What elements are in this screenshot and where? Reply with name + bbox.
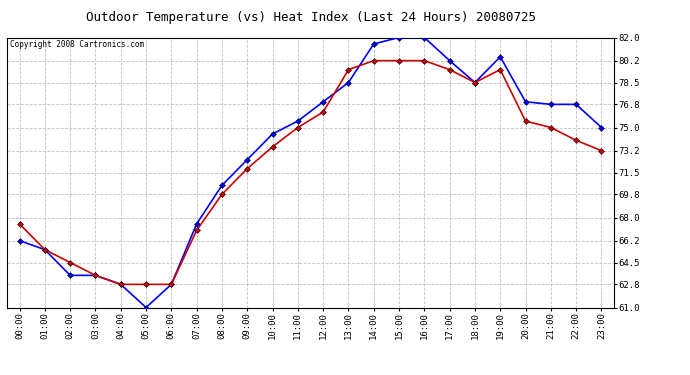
Text: Copyright 2008 Cartronics.com: Copyright 2008 Cartronics.com (10, 40, 144, 49)
Text: Outdoor Temperature (vs) Heat Index (Last 24 Hours) 20080725: Outdoor Temperature (vs) Heat Index (Las… (86, 11, 535, 24)
